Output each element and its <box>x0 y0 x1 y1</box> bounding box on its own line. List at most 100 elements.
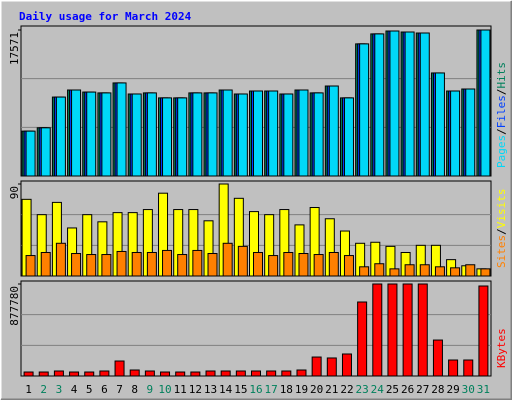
bar <box>450 90 461 177</box>
bar <box>129 369 140 377</box>
bar <box>434 266 445 277</box>
x-tick-label: 22 <box>340 383 353 396</box>
bar <box>281 370 292 377</box>
bar <box>359 43 370 177</box>
x-tick-label: 10 <box>158 383 171 396</box>
bar <box>175 371 186 377</box>
bar <box>146 251 157 277</box>
bar <box>235 370 246 377</box>
bar <box>162 97 173 177</box>
bar <box>359 266 370 277</box>
bar <box>116 250 127 277</box>
bar <box>253 90 263 177</box>
y-tick-label: 90 <box>8 186 21 199</box>
y-tick-label: 877780 <box>8 286 21 326</box>
x-tick-label: 5 <box>86 383 93 396</box>
bar <box>480 268 491 277</box>
bar <box>419 32 430 177</box>
x-tick-label: 14 <box>219 383 233 396</box>
bar <box>374 263 385 277</box>
x-tick-label: 20 <box>310 383 323 396</box>
x-tick-label: 2 <box>40 383 47 396</box>
bar <box>328 251 339 277</box>
bar <box>328 85 339 177</box>
x-tick-label: 25 <box>386 383 399 396</box>
bar <box>237 245 248 277</box>
legend-entry: Sites <box>495 235 508 268</box>
bar <box>116 82 127 177</box>
legend-separator: / <box>495 89 508 96</box>
bar <box>38 371 49 377</box>
bar <box>55 96 66 177</box>
bar <box>25 130 36 177</box>
bar <box>71 253 82 277</box>
y-tick-label: 17571 <box>8 32 21 65</box>
bar <box>463 359 474 377</box>
x-tick-label: 4 <box>71 383 78 396</box>
legend: Pages/Files/Hits <box>495 62 508 168</box>
bar <box>402 283 413 377</box>
legend-entry: Files <box>495 95 508 128</box>
bar <box>86 254 97 277</box>
x-tick-label: 21 <box>325 383 338 396</box>
x-tick-label: 16 <box>249 383 262 396</box>
legend-entry: KBytes <box>495 328 508 368</box>
bar <box>298 89 309 177</box>
bar <box>389 268 400 277</box>
bar <box>192 249 203 277</box>
legend: KBytes <box>495 328 508 368</box>
bar <box>205 370 216 377</box>
bar <box>207 253 218 277</box>
x-tick-label: 13 <box>204 383 217 396</box>
bar <box>343 97 354 177</box>
bar <box>220 370 231 377</box>
x-tick-label: 28 <box>431 383 444 396</box>
bar <box>177 97 188 177</box>
bar <box>296 369 307 377</box>
bar <box>419 264 430 277</box>
bar <box>146 92 157 177</box>
bar <box>343 255 354 277</box>
bar <box>253 251 263 277</box>
bar <box>432 339 443 377</box>
legend-separator: / <box>495 228 508 235</box>
bar <box>162 249 173 277</box>
bar <box>341 353 352 377</box>
bar <box>251 370 261 377</box>
bar <box>40 251 51 277</box>
x-tick-label: 1 <box>25 383 32 396</box>
bar <box>478 285 489 377</box>
bar <box>101 254 112 277</box>
bar <box>465 264 476 277</box>
bar <box>448 359 459 377</box>
bar <box>357 301 368 377</box>
x-tick-label: 29 <box>446 383 459 396</box>
x-tick-label: 11 <box>174 383 187 396</box>
x-tick-label: 18 <box>280 383 293 396</box>
bar <box>298 253 309 277</box>
panel <box>20 280 492 377</box>
bar <box>311 356 322 377</box>
bar <box>313 92 324 177</box>
bar <box>222 242 233 277</box>
bar <box>404 31 415 177</box>
legend: Sites/Visits <box>495 189 508 269</box>
bar <box>417 283 428 377</box>
bar <box>326 357 337 377</box>
bar <box>86 91 97 177</box>
x-tick-label: 15 <box>234 383 247 396</box>
bar <box>84 371 95 377</box>
bar <box>480 29 491 177</box>
x-tick-label: 24 <box>371 383 385 396</box>
chart-title: Daily usage for March 2024 <box>19 10 192 23</box>
x-tick-label: 17 <box>265 383 278 396</box>
bar <box>71 89 82 177</box>
bar <box>101 92 112 177</box>
legend-entry: Visits <box>495 189 508 229</box>
bar <box>55 242 66 277</box>
bar <box>25 255 36 277</box>
x-tick-label: 6 <box>101 383 108 396</box>
x-tick-label: 31 <box>477 383 490 396</box>
bar <box>450 267 461 277</box>
